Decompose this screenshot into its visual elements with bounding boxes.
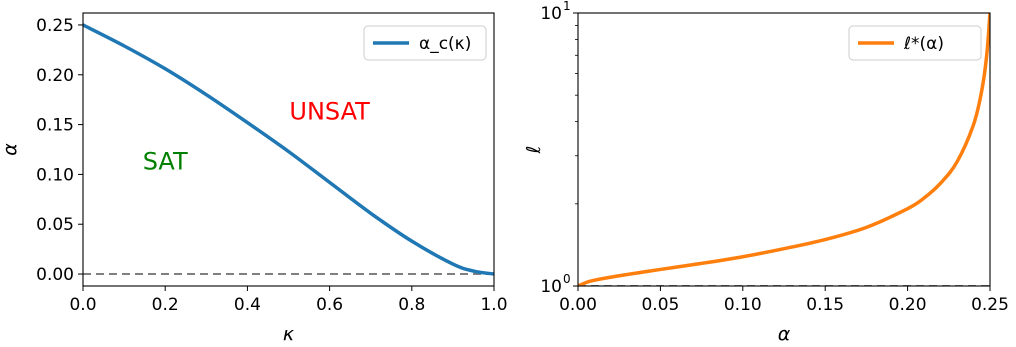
legend-box — [848, 25, 982, 61]
y-tick-label: 0.05 — [36, 215, 74, 235]
y-tick-label: 0.10 — [36, 165, 74, 185]
x-axis-label: κ — [283, 323, 295, 345]
y-tick-label: 0.25 — [36, 16, 74, 36]
x-tick-label: 0.25 — [971, 295, 1009, 315]
x-tick-label: 0.10 — [724, 295, 762, 315]
legend-label: α_c(κ) — [419, 34, 471, 54]
y-tick-label: 10 — [540, 4, 562, 24]
legend: ℓ*(α) — [848, 25, 982, 61]
plot-frame — [577, 12, 991, 287]
x-tick-label: 0.4 — [234, 295, 261, 315]
x-tick-label: 0.00 — [559, 295, 597, 315]
x-tick-label: 0.20 — [889, 295, 927, 315]
series-line-0 — [578, 13, 990, 286]
plot-frame — [82, 12, 495, 287]
x-tick-label: 0.2 — [152, 295, 179, 315]
y-tick-label: 0.20 — [36, 66, 74, 86]
legend-box — [363, 25, 487, 61]
y-axis-label: α — [0, 143, 21, 156]
y-axis-label: ℓ — [523, 146, 545, 155]
region-label-unsat: UNSAT — [289, 98, 370, 126]
x-axis-label: α — [778, 323, 791, 345]
legend: α_c(κ) — [363, 25, 487, 61]
y-tick-label: 10 — [540, 277, 562, 297]
x-tick-label: 1.0 — [480, 295, 507, 315]
y-tick-label: 0.00 — [36, 265, 74, 285]
x-tick-label: 0.6 — [316, 295, 343, 315]
x-tick-label: 0.15 — [806, 295, 844, 315]
y-tick-label: 0.15 — [36, 116, 74, 136]
x-tick-label: 0.05 — [641, 295, 679, 315]
region-label-sat: SAT — [143, 147, 188, 175]
left-chart-panel: 0.0 0.2 0.4 0.6 0.8 1.0 0.00 0.05 0.10 0.15 0.20 0.… — [0, 12, 508, 345]
legend-label: ℓ*(α) — [903, 34, 944, 54]
y-tick-exponent: 0 — [563, 272, 571, 286]
y-tick-exponent: 1 — [563, 0, 571, 13]
x-tick-label: 0.0 — [69, 295, 96, 315]
series-line-0 — [83, 23, 494, 276]
x-tick-label: 0.8 — [398, 295, 425, 315]
